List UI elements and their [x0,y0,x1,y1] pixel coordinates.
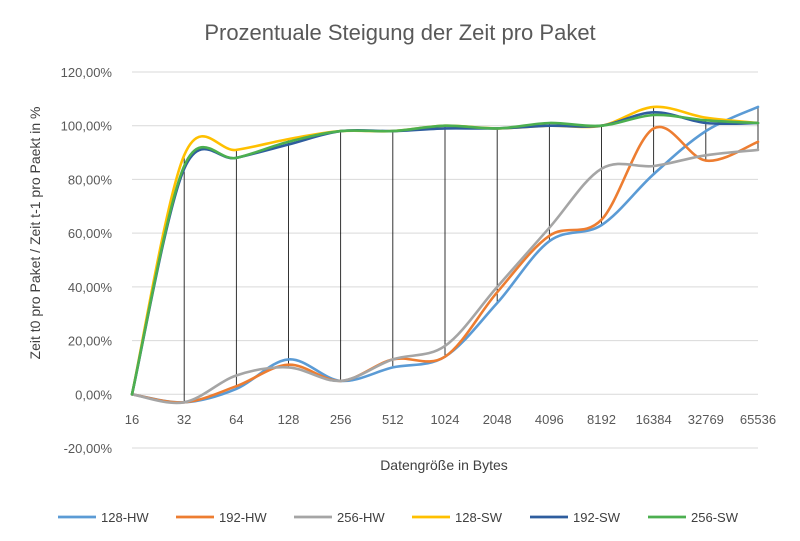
y-tick-label: 20,00% [68,334,113,349]
y-tick-label: 0,00% [75,387,112,402]
x-tick-label: 32769 [688,412,724,427]
legend-label: 128-HW [101,510,149,525]
x-tick-label: 32 [177,412,191,427]
y-tick-label: 60,00% [68,226,113,241]
legend-label: 192-SW [573,510,621,525]
x-axis-ticks: 16 32 64 128 256 512 1024 2048 4096 8192 16384 3276… [125,412,776,427]
y-tick-label: 120,00% [61,65,113,80]
x-tick-label: 256 [330,412,352,427]
series-line-256-sw [130,113,760,396]
chart-title: Prozentuale Steigung der Zeit pro Paket [204,20,595,45]
x-tick-label: 2048 [483,412,512,427]
x-tick-label: 128 [278,412,300,427]
legend-label: 256-SW [691,510,739,525]
legend-label: 192-HW [219,510,267,525]
series-line-256-hw [130,148,760,405]
legend-label: 128-SW [455,510,503,525]
legend: 128-HW 192-HW 256-HW 128-SW 192-SW 256-SW [58,510,739,525]
y-axis-ticks: -20,00% 0,00% 20,00% 40,00% 60,00% 80,00% 100,… [61,65,113,456]
legend-label: 256-HW [337,510,385,525]
y-tick-label: -20,00% [64,441,113,456]
series-lines [130,105,760,405]
x-tick-label: 4096 [535,412,564,427]
x-tick-label: 16384 [636,412,672,427]
x-tick-label: 64 [229,412,243,427]
series-line-192-hw [130,125,760,404]
y-tick-label: 100,00% [61,119,113,134]
series-line-192-sw [130,110,760,396]
x-tick-label: 16 [125,412,139,427]
y-tick-label: 80,00% [68,172,113,187]
y-tick-label: 40,00% [68,280,113,295]
x-tick-label: 65536 [740,412,776,427]
x-tick-label: 1024 [431,412,460,427]
y-axis-label: Zeit t0 pro Paket / Zeit t-1 pro Paekt i… [27,107,43,360]
drop-lines [183,106,759,403]
x-axis-label: Datengröße in Bytes [380,457,508,473]
x-tick-label: 512 [382,412,404,427]
x-tick-label: 8192 [587,412,616,427]
